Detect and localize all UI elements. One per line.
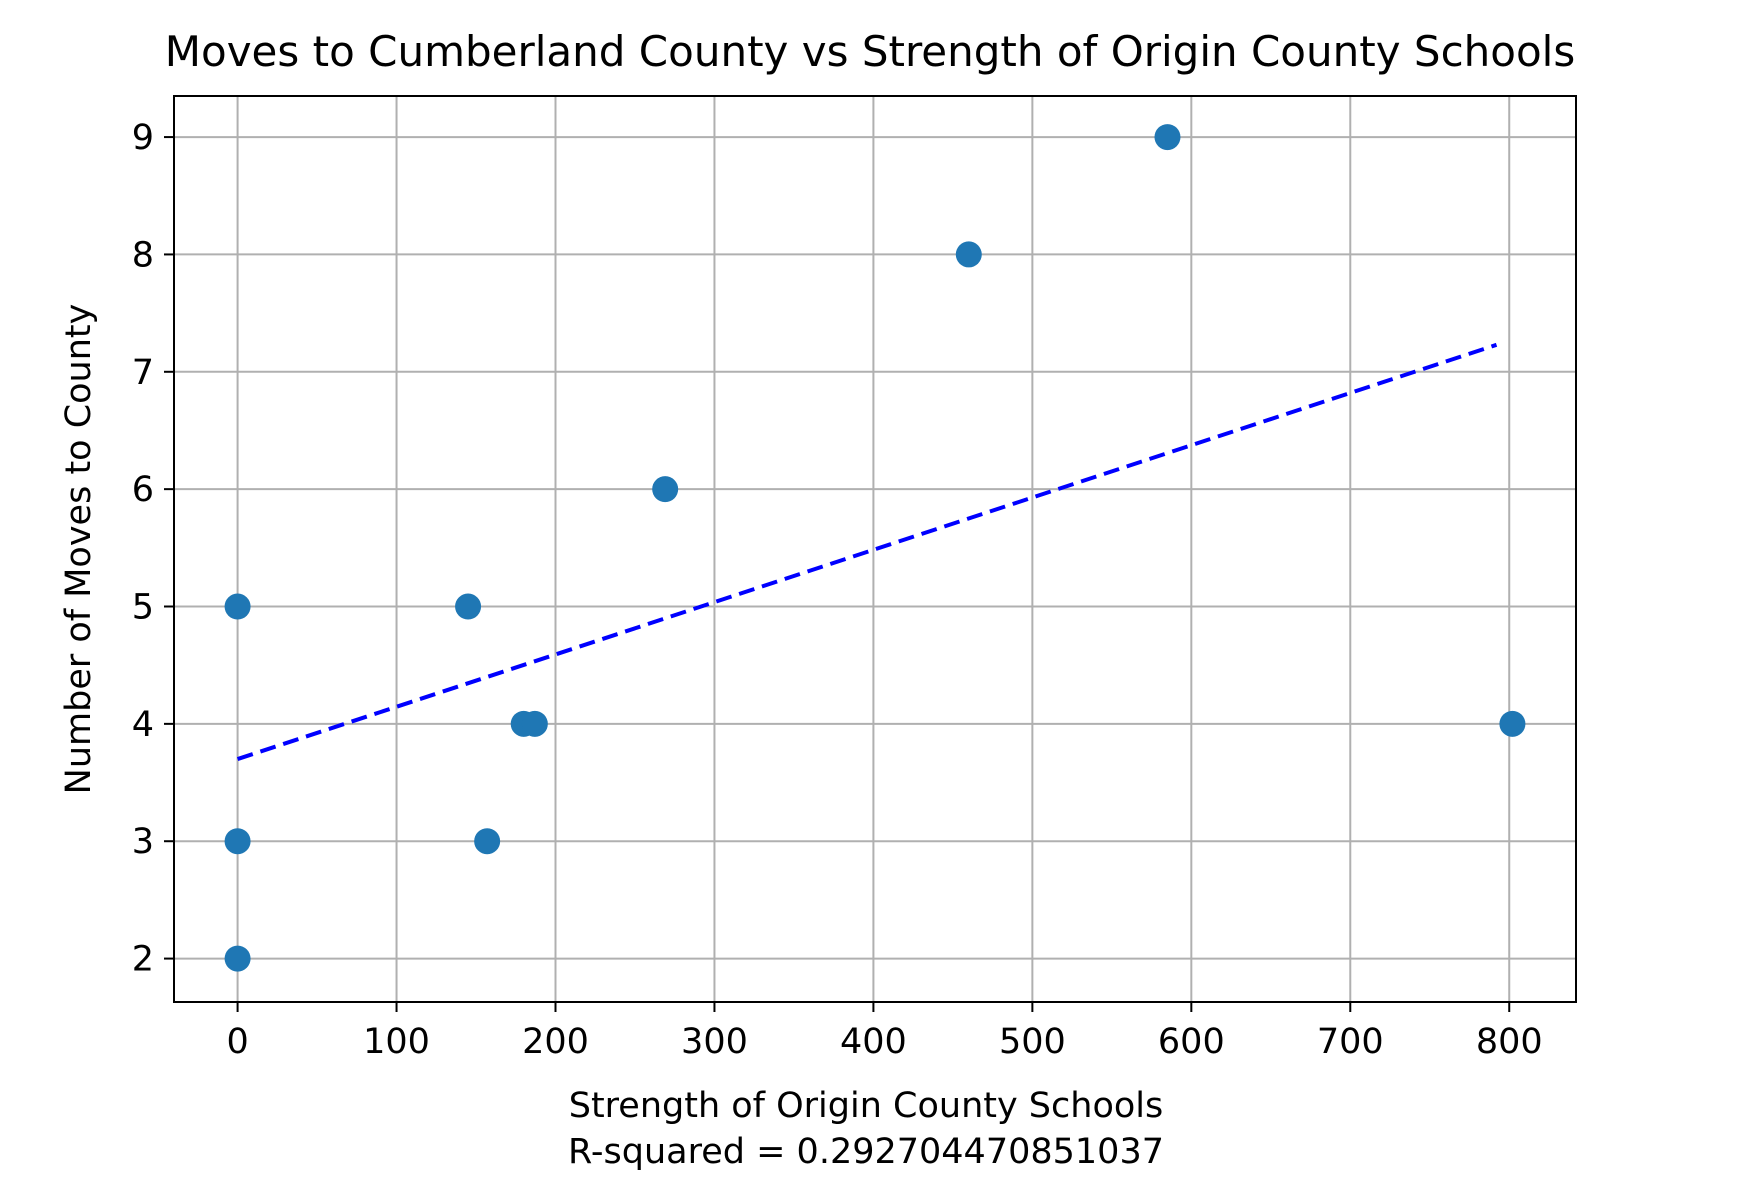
data-point — [652, 476, 679, 503]
r-squared-note: R-squared = 0.292704470851037 — [568, 1132, 1164, 1172]
data-point — [521, 710, 548, 737]
y-tick-label: 3 — [132, 822, 154, 862]
y-tick-label: 7 — [132, 353, 154, 393]
x-tick-label: 0 — [226, 1022, 248, 1062]
data-point — [224, 593, 251, 620]
data-point — [1499, 710, 1526, 737]
x-tick-label: 400 — [840, 1022, 907, 1062]
x-tick-label: 800 — [1476, 1022, 1543, 1062]
chart-title: Moves to Cumberland County vs Strength o… — [165, 27, 1575, 76]
x-tick-label: 500 — [999, 1022, 1066, 1062]
y-tick-label: 6 — [132, 470, 154, 510]
data-points — [224, 124, 1526, 972]
y-tick-label: 5 — [132, 588, 154, 628]
x-axis-title: Strength of Origin County Schools — [569, 1086, 1164, 1126]
x-tick-label: 100 — [363, 1022, 430, 1062]
data-point — [474, 828, 501, 855]
trendline — [236, 342, 1498, 761]
x-tick-label: 300 — [681, 1022, 748, 1062]
data-point — [955, 241, 982, 268]
y-tick-label: 8 — [132, 235, 154, 275]
x-tick-label: 600 — [1158, 1022, 1225, 1062]
x-axis-ticks: 0 100 200 300 400 500 600 700 800 — [226, 1002, 1543, 1062]
y-tick-label: 4 — [132, 705, 154, 745]
data-point — [224, 828, 251, 855]
grid-lines — [174, 96, 1576, 1002]
trendline-group — [236, 342, 1498, 761]
data-point — [1154, 124, 1181, 151]
y-tick-label: 2 — [132, 940, 154, 980]
x-tick-label: 200 — [522, 1022, 589, 1062]
x-tick-label: 700 — [1317, 1022, 1384, 1062]
data-point — [224, 945, 251, 972]
y-axis-title: Number of Moves to County — [59, 304, 99, 795]
data-point — [455, 593, 482, 620]
y-axis-ticks: 2 3 4 5 6 7 8 9 — [132, 118, 174, 980]
y-tick-label: 9 — [132, 118, 154, 158]
plot-frame — [173, 95, 1577, 1003]
